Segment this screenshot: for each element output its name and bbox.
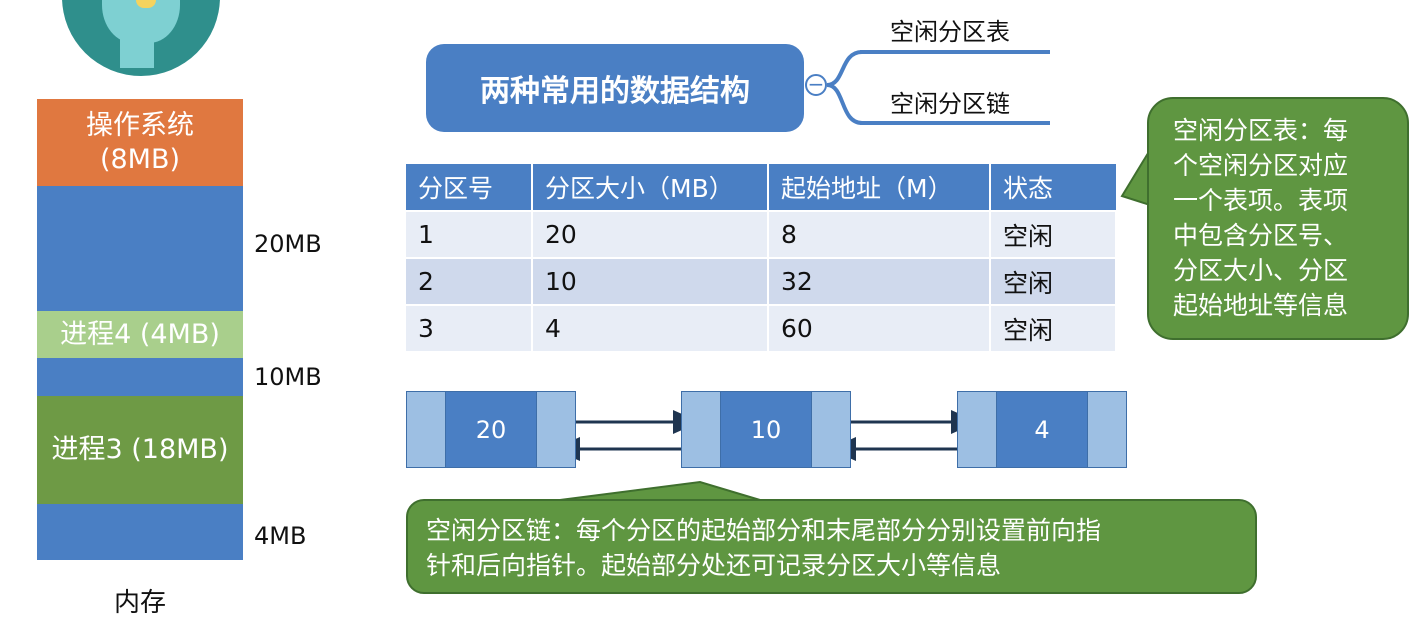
neck-shape — [120, 28, 154, 68]
branch-free-partition-table: 空闲分区表 — [890, 18, 1010, 46]
mindmap-branch-top — [826, 50, 863, 87]
prev-pointer-cell — [682, 392, 721, 467]
node-size: 4 — [997, 392, 1087, 467]
next-pointer-cell — [536, 392, 575, 467]
callout-line: 个空闲分区对应 — [1173, 151, 1349, 180]
next-pointer-cell — [811, 392, 850, 467]
cell-start-address: 8 — [768, 211, 991, 259]
process4-label: 进程4 (4MB) — [60, 318, 220, 350]
cell-partition-size: 10 — [532, 258, 769, 306]
table-row: 2 10 32 空闲 — [406, 258, 1117, 306]
cell-partition-size: 20 — [532, 211, 769, 259]
lightbulb-icon — [136, 0, 156, 8]
free-size-label-4mb: 4MB — [254, 522, 307, 550]
branch-underline-chain — [860, 121, 1050, 125]
chain-node-3: 4 — [957, 391, 1127, 468]
callout-line: 空闲分区表：每 — [1173, 116, 1349, 145]
header-start-address: 起始地址（M） — [768, 164, 991, 212]
cell-partition-size: 4 — [532, 305, 769, 353]
free-size-label-20mb: 20MB — [254, 230, 322, 258]
memory-block-process3: 进程3 (18MB) — [37, 396, 243, 504]
branch-free-partition-chain: 空闲分区链 — [890, 90, 1010, 118]
prev-pointer-cell — [407, 392, 446, 467]
chain-explanation-callout: 空闲分区链：每个分区的起始部分和末尾部分分别设置前向指 针和后向指针。起始部分处… — [406, 499, 1257, 594]
memory-caption: 内存 — [113, 588, 166, 618]
memory-block-process4: 进程4 (4MB) — [37, 311, 243, 358]
chain-node-1: 20 — [406, 391, 576, 468]
callout-line: 起始地址等信息 — [1173, 291, 1349, 320]
free-size-label-10mb: 10MB — [254, 363, 322, 391]
callout-line: 中包含分区号、 — [1173, 221, 1349, 250]
cell-status: 空闲 — [990, 258, 1117, 306]
header-status: 状态 — [990, 164, 1116, 212]
callout-line: 针和后向指针。起始部分处还可记录分区大小等信息 — [426, 551, 1002, 580]
table-header-row: 分区号 分区大小（MB） 起始地址（M） 状态 — [406, 164, 1116, 212]
cell-partition-number: 1 — [406, 211, 533, 259]
callout-line: 一个表项。表项 — [1173, 186, 1349, 215]
collapse-icon[interactable]: − — [805, 74, 827, 96]
header-partition-number: 分区号 — [406, 164, 533, 212]
prev-pointer-cell — [958, 392, 997, 467]
callout-line: 分区大小、分区 — [1173, 256, 1349, 285]
next-pointer-cell — [1087, 392, 1126, 467]
cell-partition-number: 2 — [406, 258, 533, 306]
cell-status: 空闲 — [990, 305, 1117, 353]
free-partition-table: 分区号 分区大小（MB） 起始地址（M） 状态 1 20 8 空闲 2 10 3… — [406, 164, 1117, 353]
memory-block-free-10mb — [37, 358, 243, 396]
os-size: (8MB) — [99, 143, 181, 175]
header-partition-size: 分区大小（MB） — [532, 164, 769, 212]
callout-line: 空闲分区链：每个分区的起始部分和末尾部分分别设置前向指 — [426, 516, 1102, 545]
table-explanation-callout: 空闲分区表：每 个空闲分区对应 一个表项。表项 中包含分区号、 分区大小、分区 … — [1147, 97, 1409, 340]
table-row: 1 20 8 空闲 — [406, 211, 1117, 259]
chain-callout-tail — [559, 480, 761, 501]
cell-partition-number: 3 — [406, 305, 533, 353]
mindmap-branch-bottom — [826, 83, 863, 125]
memory-block-free-20mb — [37, 186, 243, 311]
chain-node-2: 10 — [681, 391, 851, 468]
node-size: 10 — [721, 392, 811, 467]
branch-underline-table — [860, 50, 1050, 54]
cell-status: 空闲 — [990, 211, 1117, 259]
memory-block-free-4mb — [37, 504, 243, 560]
table-callout-tail — [1120, 146, 1151, 207]
table-row: 3 4 60 空闲 — [406, 305, 1117, 353]
data-structures-title: 两种常用的数据结构 — [426, 44, 804, 132]
process3-label: 进程3 (18MB) — [51, 434, 229, 466]
node-size: 20 — [446, 392, 536, 467]
os-label: 操作系统 — [86, 109, 194, 141]
cell-start-address: 60 — [768, 305, 991, 353]
memory-block-os: 操作系统 (8MB) — [37, 99, 243, 186]
cell-start-address: 32 — [768, 258, 991, 306]
